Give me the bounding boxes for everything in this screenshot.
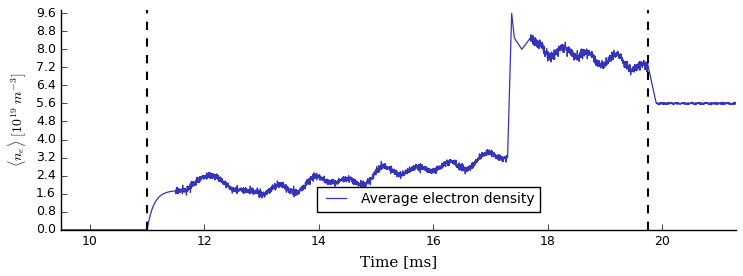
Average electron density [711, 102, 720, 106]
Average electron density [57, 228, 66, 232]
Average electron density [732, 102, 741, 105]
Average electron density [678, 101, 687, 105]
Line: Average electron density: Average electron density [62, 14, 736, 230]
Average electron density [507, 12, 516, 15]
Average electron density [340, 176, 349, 180]
Average electron density [345, 177, 354, 180]
Y-axis label: $\langle n_e \rangle\ [10^{19}\ m^{-3}]$: $\langle n_e \rangle\ [10^{19}\ m^{-3}]$ [7, 73, 29, 167]
Legend: Average electron density: Average electron density [317, 187, 540, 212]
X-axis label: Time [ms]: Time [ms] [360, 255, 438, 269]
Average electron density [548, 54, 557, 58]
Average electron density [377, 162, 386, 166]
